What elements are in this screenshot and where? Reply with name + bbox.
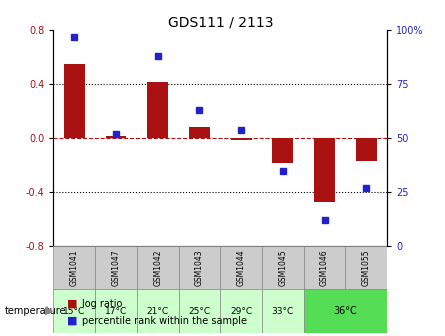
Bar [220, 289, 262, 333]
Bar [64, 64, 85, 138]
Text: log ratio: log ratio [82, 299, 123, 309]
Text: 25°C: 25°C [188, 306, 210, 316]
Bar [137, 289, 178, 333]
Bar [178, 289, 220, 333]
Text: 17°C: 17°C [105, 306, 127, 316]
Text: ■: ■ [67, 316, 77, 326]
Bar [356, 138, 377, 161]
Text: GSM1046: GSM1046 [320, 250, 329, 286]
Bar [95, 289, 137, 333]
Text: temperature: temperature [4, 306, 66, 316]
Bar [262, 246, 303, 289]
Bar [105, 135, 126, 138]
Title: GDS111 / 2113: GDS111 / 2113 [167, 15, 273, 29]
Bar [231, 138, 251, 139]
Text: GSM1043: GSM1043 [195, 250, 204, 286]
Bar [189, 127, 210, 138]
Text: ▶: ▶ [44, 306, 53, 316]
Text: 15°C: 15°C [63, 306, 85, 316]
Text: GSM1045: GSM1045 [279, 250, 287, 286]
Bar [272, 138, 293, 163]
Text: GSM1055: GSM1055 [362, 250, 371, 286]
Bar [303, 289, 387, 333]
Bar [137, 246, 178, 289]
Bar [314, 138, 335, 202]
Bar [262, 289, 303, 333]
Bar [220, 246, 262, 289]
Text: GSM1042: GSM1042 [153, 250, 162, 286]
Text: 29°C: 29°C [230, 306, 252, 316]
Bar [147, 82, 168, 138]
Bar [53, 289, 95, 333]
Text: GSM1041: GSM1041 [70, 250, 79, 286]
Bar [303, 246, 345, 289]
Text: 36°C: 36°C [334, 306, 357, 316]
Bar [53, 246, 95, 289]
Text: GSM1047: GSM1047 [112, 250, 121, 286]
Text: percentile rank within the sample: percentile rank within the sample [82, 316, 247, 326]
Text: 21°C: 21°C [147, 306, 169, 316]
Bar [345, 246, 387, 289]
Bar [178, 246, 220, 289]
Bar [95, 246, 137, 289]
Text: 33°C: 33°C [272, 306, 294, 316]
Text: ■: ■ [67, 299, 77, 309]
Text: GSM1044: GSM1044 [237, 250, 246, 286]
